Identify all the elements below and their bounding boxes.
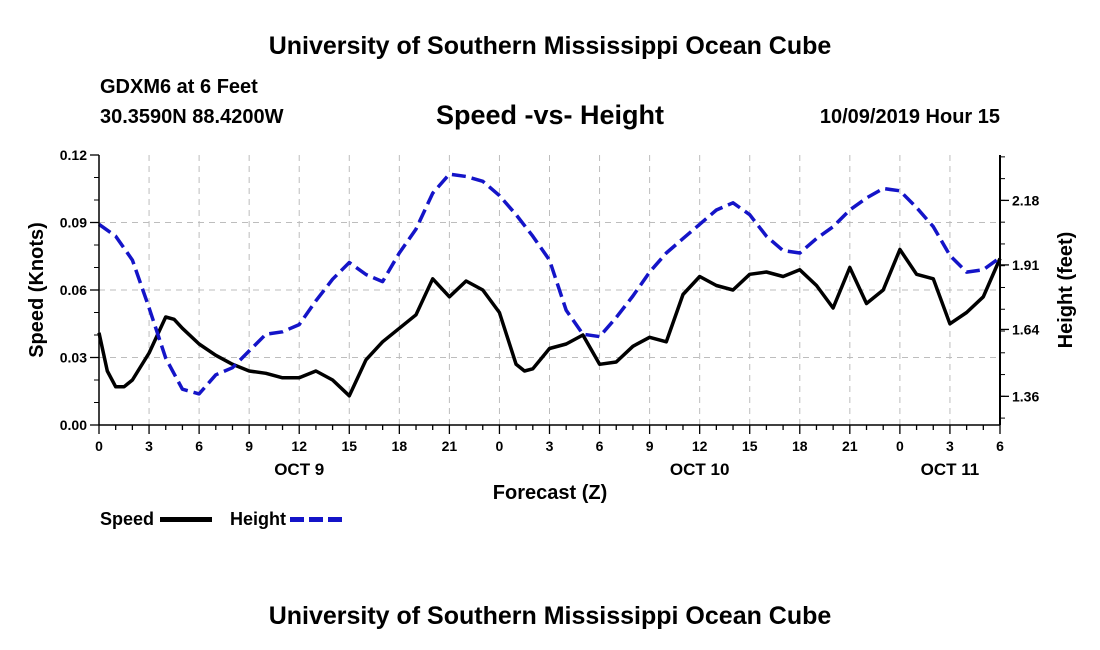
y2-tick-label: 1.91 (1012, 257, 1039, 273)
x-tick-label: 0 (95, 438, 103, 454)
x-tick-label: 15 (742, 438, 758, 454)
chart-title: Speed -vs- Height (435, 100, 665, 130)
x-tick-label: 21 (842, 438, 858, 454)
x-tick-label: 15 (341, 438, 357, 454)
x-tick-label: 6 (596, 438, 604, 454)
legend-height-swatch (290, 517, 342, 522)
axes (90, 154, 1009, 434)
x-tick-label: 0 (896, 438, 904, 454)
legend-speed-swatch (160, 517, 212, 522)
forecast-date: 10/09/2019 Hour 15 (819, 106, 1000, 128)
x-tick-label: 6 (195, 438, 203, 454)
x-tick-label: 12 (291, 438, 307, 454)
x-tick-label: 3 (946, 438, 954, 454)
x-tick-label: 6 (996, 438, 1004, 454)
y-axis-title: Speed (Knots) (26, 222, 48, 358)
y2-tick-label: 2.18 (1012, 192, 1039, 208)
x-tick-label: 18 (392, 438, 408, 454)
day-label: OCT 9 (274, 460, 324, 479)
day-label: OCT 11 (921, 460, 980, 479)
x-tick-label: 21 (442, 438, 458, 454)
grid-lines (99, 155, 1000, 425)
y-tick-label: 0.00 (60, 417, 87, 433)
day-label: OCT 10 (670, 460, 730, 479)
legend-speed-label: Speed (100, 509, 155, 529)
y2-axis-title: Height (feet) (1055, 232, 1077, 349)
y-tick-label: 0.09 (60, 215, 87, 231)
x-tick-label: 12 (692, 438, 708, 454)
footer-title: University of Southern Mississippi Ocean… (268, 602, 832, 630)
x-tick-label: 9 (245, 438, 253, 454)
y2-tick-label: 1.64 (1012, 321, 1039, 337)
y-tick-label: 0.06 (60, 282, 87, 298)
y-tick-label: 0.03 (60, 350, 87, 366)
page-title: University of Southern Mississippi Ocean… (268, 32, 832, 60)
station-coords: 30.3590N 88.4200W (100, 106, 284, 128)
x-tick-label: 18 (792, 438, 808, 454)
height-series-line (97, 172, 1002, 396)
x-tick-label: 0 (496, 438, 504, 454)
x-axis-title: Forecast (Z) (492, 482, 608, 504)
y2-tick-label: 1.36 (1012, 388, 1039, 404)
x-tick-label: 3 (145, 438, 153, 454)
x-tick-label: 3 (546, 438, 554, 454)
x-tick-label: 9 (646, 438, 654, 454)
series-layer (97, 172, 1002, 398)
y-tick-label: 0.12 (60, 147, 87, 163)
speed-series-line (97, 247, 1002, 398)
station-name: GDXM6 at 6 Feet (100, 76, 258, 98)
tick-labels: 0 3 6 9 12 15 18 21 0 3 6 9 12 15 18 21 0 3 6 OCT 9 OCT 10 OC… (26, 147, 1077, 479)
legend-height-label: Height (230, 509, 286, 529)
